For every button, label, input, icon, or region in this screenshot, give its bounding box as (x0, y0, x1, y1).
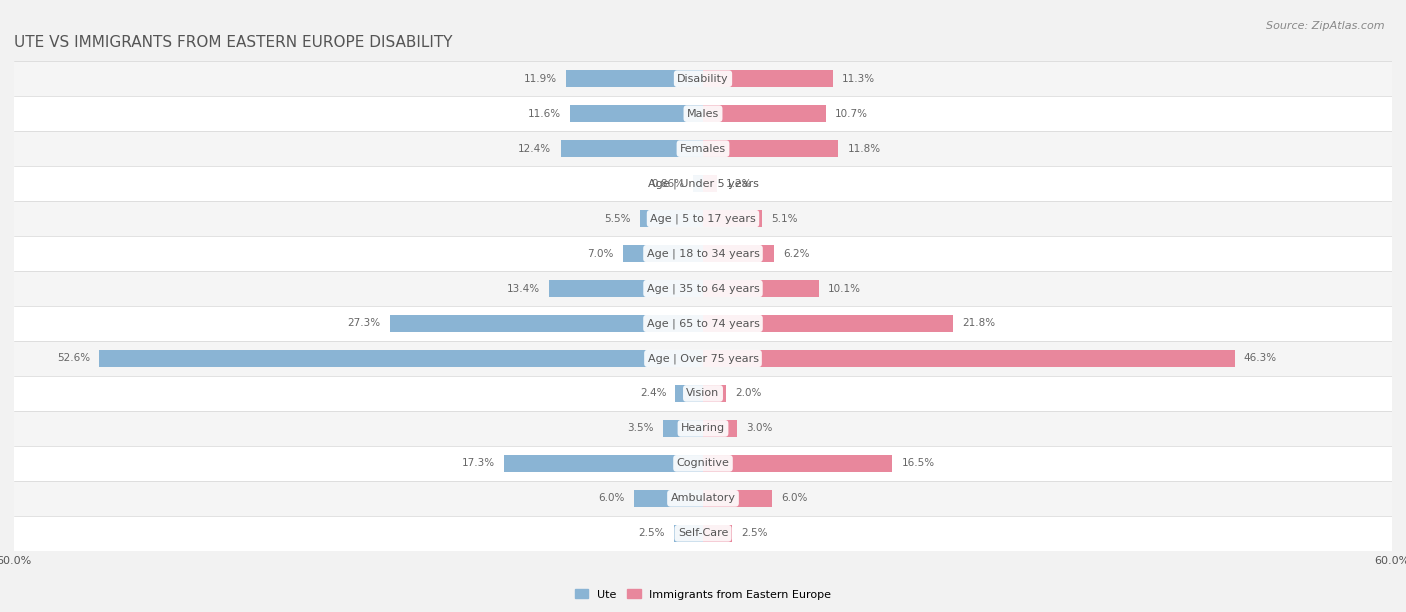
Bar (14, 236, 1392, 271)
Bar (703, 245, 775, 263)
Text: 2.5%: 2.5% (741, 528, 768, 539)
Text: 2.0%: 2.0% (735, 389, 762, 398)
Bar (14, 96, 1392, 131)
Bar (14, 166, 1392, 201)
Text: 17.3%: 17.3% (463, 458, 495, 468)
Text: 27.3%: 27.3% (347, 318, 381, 329)
Bar (14, 131, 1392, 166)
Text: 2.4%: 2.4% (640, 389, 666, 398)
Bar (98, 349, 703, 367)
Text: Females: Females (681, 144, 725, 154)
Text: Ambulatory: Ambulatory (671, 493, 735, 503)
Bar (550, 280, 703, 297)
Text: 6.0%: 6.0% (599, 493, 624, 503)
Bar (14, 481, 1392, 516)
Bar (567, 70, 703, 88)
Bar (703, 140, 838, 157)
Text: 11.3%: 11.3% (842, 73, 875, 84)
Text: Age | Under 5 years: Age | Under 5 years (648, 178, 758, 189)
Text: 1.2%: 1.2% (725, 179, 752, 188)
Bar (703, 315, 953, 332)
Bar (640, 210, 703, 227)
Text: 6.2%: 6.2% (783, 248, 810, 258)
Text: Age | 18 to 34 years: Age | 18 to 34 years (647, 248, 759, 259)
Bar (14, 341, 1392, 376)
Bar (703, 490, 772, 507)
Bar (389, 315, 703, 332)
Bar (561, 140, 703, 157)
Text: 5.5%: 5.5% (605, 214, 631, 223)
Bar (569, 105, 703, 122)
Text: 11.8%: 11.8% (848, 144, 880, 154)
Text: Source: ZipAtlas.com: Source: ZipAtlas.com (1267, 21, 1385, 31)
Bar (675, 385, 703, 402)
Bar (14, 271, 1392, 306)
Text: 7.0%: 7.0% (588, 248, 613, 258)
Bar (14, 446, 1392, 481)
Bar (703, 524, 731, 542)
Text: 12.4%: 12.4% (519, 144, 551, 154)
Bar (623, 245, 703, 263)
Bar (703, 70, 832, 88)
Bar (703, 420, 738, 437)
Bar (505, 455, 703, 472)
Text: 46.3%: 46.3% (1244, 354, 1277, 364)
Bar (14, 306, 1392, 341)
Bar (14, 201, 1392, 236)
Text: 13.4%: 13.4% (506, 283, 540, 294)
Text: Age | 35 to 64 years: Age | 35 to 64 years (647, 283, 759, 294)
Text: Age | Over 75 years: Age | Over 75 years (648, 353, 758, 364)
Text: 11.6%: 11.6% (527, 109, 561, 119)
Text: 6.0%: 6.0% (782, 493, 807, 503)
Bar (703, 175, 717, 192)
Text: Males: Males (688, 109, 718, 119)
Text: Self-Care: Self-Care (678, 528, 728, 539)
Text: 52.6%: 52.6% (56, 354, 90, 364)
Bar (703, 280, 818, 297)
Bar (693, 175, 703, 192)
Bar (703, 385, 725, 402)
Text: 21.8%: 21.8% (963, 318, 995, 329)
Bar (14, 516, 1392, 551)
Bar (703, 349, 1234, 367)
Bar (14, 411, 1392, 446)
Legend: Ute, Immigrants from Eastern Europe: Ute, Immigrants from Eastern Europe (569, 584, 837, 604)
Text: 3.5%: 3.5% (627, 424, 654, 433)
Text: Cognitive: Cognitive (676, 458, 730, 468)
Bar (14, 61, 1392, 96)
Bar (703, 210, 762, 227)
Bar (634, 490, 703, 507)
Text: 10.7%: 10.7% (835, 109, 868, 119)
Bar (675, 524, 703, 542)
Text: Hearing: Hearing (681, 424, 725, 433)
Bar (703, 105, 825, 122)
Bar (662, 420, 703, 437)
Text: 10.1%: 10.1% (828, 283, 860, 294)
Text: Vision: Vision (686, 389, 720, 398)
Text: 3.0%: 3.0% (747, 424, 773, 433)
Text: Age | 65 to 74 years: Age | 65 to 74 years (647, 318, 759, 329)
Text: Disability: Disability (678, 73, 728, 84)
Text: 2.5%: 2.5% (638, 528, 665, 539)
Text: UTE VS IMMIGRANTS FROM EASTERN EUROPE DISABILITY: UTE VS IMMIGRANTS FROM EASTERN EUROPE DI… (14, 35, 453, 50)
Text: 0.86%: 0.86% (651, 179, 683, 188)
Text: Age | 5 to 17 years: Age | 5 to 17 years (650, 214, 756, 224)
Text: 16.5%: 16.5% (901, 458, 935, 468)
Text: 5.1%: 5.1% (770, 214, 797, 223)
Text: 11.9%: 11.9% (524, 73, 557, 84)
Bar (703, 455, 893, 472)
Bar (14, 376, 1392, 411)
